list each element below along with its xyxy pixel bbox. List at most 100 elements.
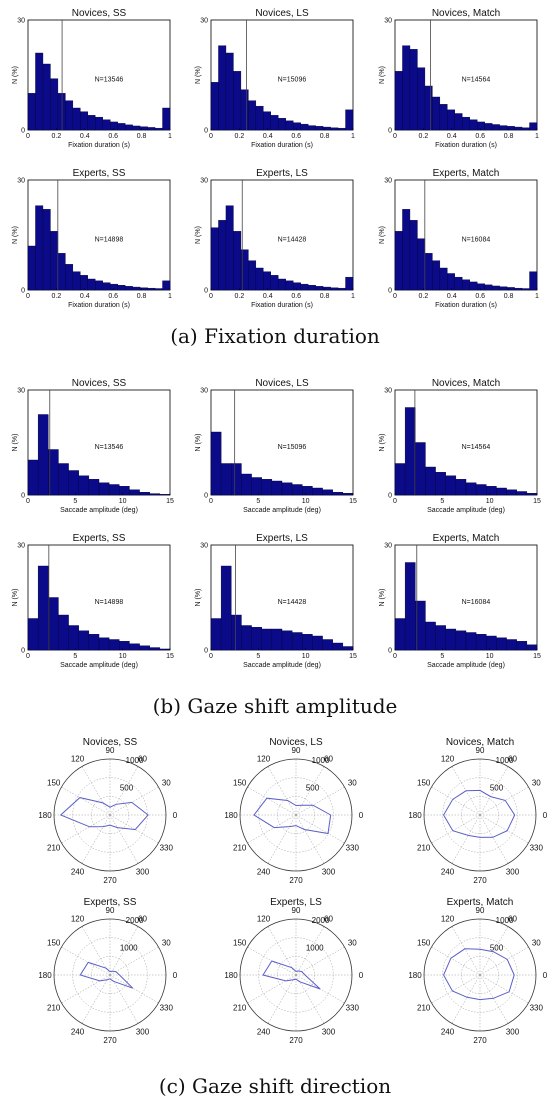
polar-radius-label: 500 bbox=[306, 784, 320, 793]
x-tick-label: 0.6 bbox=[475, 293, 485, 300]
polar-spoke bbox=[479, 766, 509, 816]
histogram-bar bbox=[108, 639, 120, 651]
histogram-bar bbox=[129, 643, 140, 651]
histogram-b-5: Experts, Match N=16084 0 5 10 15 0 30 Saccade am… bbox=[379, 533, 541, 669]
histogram-bar bbox=[307, 285, 316, 291]
polar-radius-label: 2000 bbox=[126, 916, 144, 925]
histogram-bar bbox=[124, 124, 133, 131]
x-axis-label: Fixation duration (s) bbox=[68, 302, 130, 309]
histogram-bar bbox=[315, 126, 324, 131]
x-tick-label: 0.8 bbox=[320, 293, 330, 300]
x-tick-label: 0 bbox=[209, 133, 213, 140]
caption-fixation-duration: (a) Fixation duration bbox=[170, 324, 380, 348]
x-tick-label: 0.2 bbox=[419, 133, 429, 140]
histogram-bar bbox=[139, 645, 150, 651]
polar-angle-label: 300 bbox=[136, 1027, 150, 1036]
polar-ring bbox=[423, 758, 537, 872]
x-tick-label: 0 bbox=[393, 133, 397, 140]
histogram-bar bbox=[261, 628, 273, 651]
x-tick-label: 1 bbox=[168, 293, 172, 300]
histogram-bar bbox=[27, 93, 36, 131]
polar-angle-label: 180 bbox=[38, 971, 52, 980]
y-tick-label: 0 bbox=[21, 648, 25, 655]
x-tick-label: 0 bbox=[209, 498, 213, 505]
polar-spoke bbox=[109, 786, 159, 816]
histogram-bar bbox=[87, 115, 96, 131]
sample-size-label: N=14898 bbox=[95, 237, 124, 244]
polar-angle-label: 120 bbox=[71, 755, 85, 764]
polar-spoke bbox=[295, 814, 345, 844]
polar-angle-label: 240 bbox=[257, 867, 271, 876]
sample-size-label: N=14428 bbox=[278, 599, 307, 606]
histogram-bar bbox=[248, 260, 257, 291]
polar-plot-0: Novices, SS 0 30 60 90 120 150 180 210 240 270 300 3… bbox=[38, 737, 177, 885]
polar-angle-label: 210 bbox=[233, 1004, 247, 1013]
histogram-a-2: Novices, Match N=14564 0 0.2 0.4 0.6 0.8 1 0 30 Fi… bbox=[379, 8, 539, 149]
histogram-bar bbox=[42, 209, 51, 291]
polar-angle-label: 240 bbox=[441, 1027, 455, 1036]
histogram-bar bbox=[455, 479, 467, 496]
x-tick-label: 0 bbox=[209, 293, 213, 300]
histogram-bar bbox=[521, 127, 530, 131]
histogram-bar bbox=[469, 281, 478, 291]
polar-angle-label: 270 bbox=[103, 1036, 117, 1045]
histogram-bar bbox=[477, 283, 485, 291]
histogram-bar bbox=[233, 71, 242, 131]
histogram-bar bbox=[78, 475, 90, 496]
polar-spoke bbox=[431, 974, 481, 1004]
y-tick-label: 30 bbox=[384, 178, 392, 185]
polar-title: Novices, Match bbox=[446, 737, 514, 748]
polar-spoke bbox=[109, 926, 139, 976]
x-tick-label: 0.6 bbox=[108, 293, 118, 300]
sample-size-label: N=14564 bbox=[462, 77, 491, 84]
polar-angle-label: 0 bbox=[543, 971, 548, 980]
histogram-bar bbox=[529, 271, 538, 291]
polar-series-line bbox=[59, 797, 149, 831]
y-axis-label: N (%) bbox=[379, 66, 386, 84]
sample-size-label: N=16084 bbox=[462, 237, 491, 244]
histogram-bar bbox=[330, 287, 339, 291]
y-tick-label: 30 bbox=[17, 178, 25, 185]
y-tick-label: 30 bbox=[17, 18, 25, 25]
x-tick-label: 5 bbox=[440, 498, 444, 505]
histogram-bar bbox=[241, 625, 252, 651]
polar-title: Experts, LS bbox=[270, 897, 322, 908]
histogram-bar bbox=[159, 494, 171, 496]
histogram-a-5: Experts, Match N=16084 0 0.2 0.4 0.6 0.8 1 0 30 Fi… bbox=[379, 168, 539, 309]
polar-spoke bbox=[81, 974, 111, 1024]
polar-spoke bbox=[109, 974, 139, 1024]
polar-angle-label: 60 bbox=[324, 915, 333, 924]
histogram-bar bbox=[312, 635, 323, 651]
polar-spoke bbox=[479, 926, 509, 976]
histogram-bar bbox=[95, 280, 103, 291]
histogram-bar bbox=[330, 127, 339, 131]
polar-spoke bbox=[431, 946, 481, 976]
x-tick-label: 0.2 bbox=[235, 293, 245, 300]
polar-spoke bbox=[109, 974, 159, 1004]
histogram-bar bbox=[475, 634, 487, 651]
histogram-bar bbox=[241, 473, 252, 496]
polar-radius-label: 500 bbox=[490, 944, 504, 953]
histogram-bar bbox=[263, 271, 271, 291]
x-tick-label: 15 bbox=[349, 498, 357, 505]
y-tick-label: 0 bbox=[21, 288, 25, 295]
histogram-bar bbox=[439, 267, 448, 291]
x-tick-label: 0.8 bbox=[137, 293, 147, 300]
polar-radius-label: 1000 bbox=[306, 944, 324, 953]
histogram-bar bbox=[455, 630, 467, 651]
histogram-bar bbox=[417, 238, 426, 291]
x-axis-label: Fixation duration (s) bbox=[251, 302, 313, 309]
x-tick-label: 0.2 bbox=[419, 293, 429, 300]
histogram-bar bbox=[220, 463, 232, 496]
polar-plot-5: Experts, Match 0 30 60 90 120 150 180 210 240 270 3… bbox=[408, 897, 547, 1045]
polar-angle-label: 180 bbox=[224, 811, 238, 820]
histogram-bar bbox=[477, 121, 485, 131]
histogram-b-0: Novices, SS N=13546 0 5 10 15 0 30 Saccade ampli… bbox=[12, 378, 174, 514]
polar-angle-label: 60 bbox=[138, 755, 147, 764]
chart-title: Experts, SS bbox=[73, 168, 126, 179]
histogram-bar bbox=[80, 111, 88, 131]
x-tick-label: 10 bbox=[119, 498, 127, 505]
polar-title: Experts, SS bbox=[84, 897, 137, 908]
x-tick-label: 0.8 bbox=[137, 133, 147, 140]
